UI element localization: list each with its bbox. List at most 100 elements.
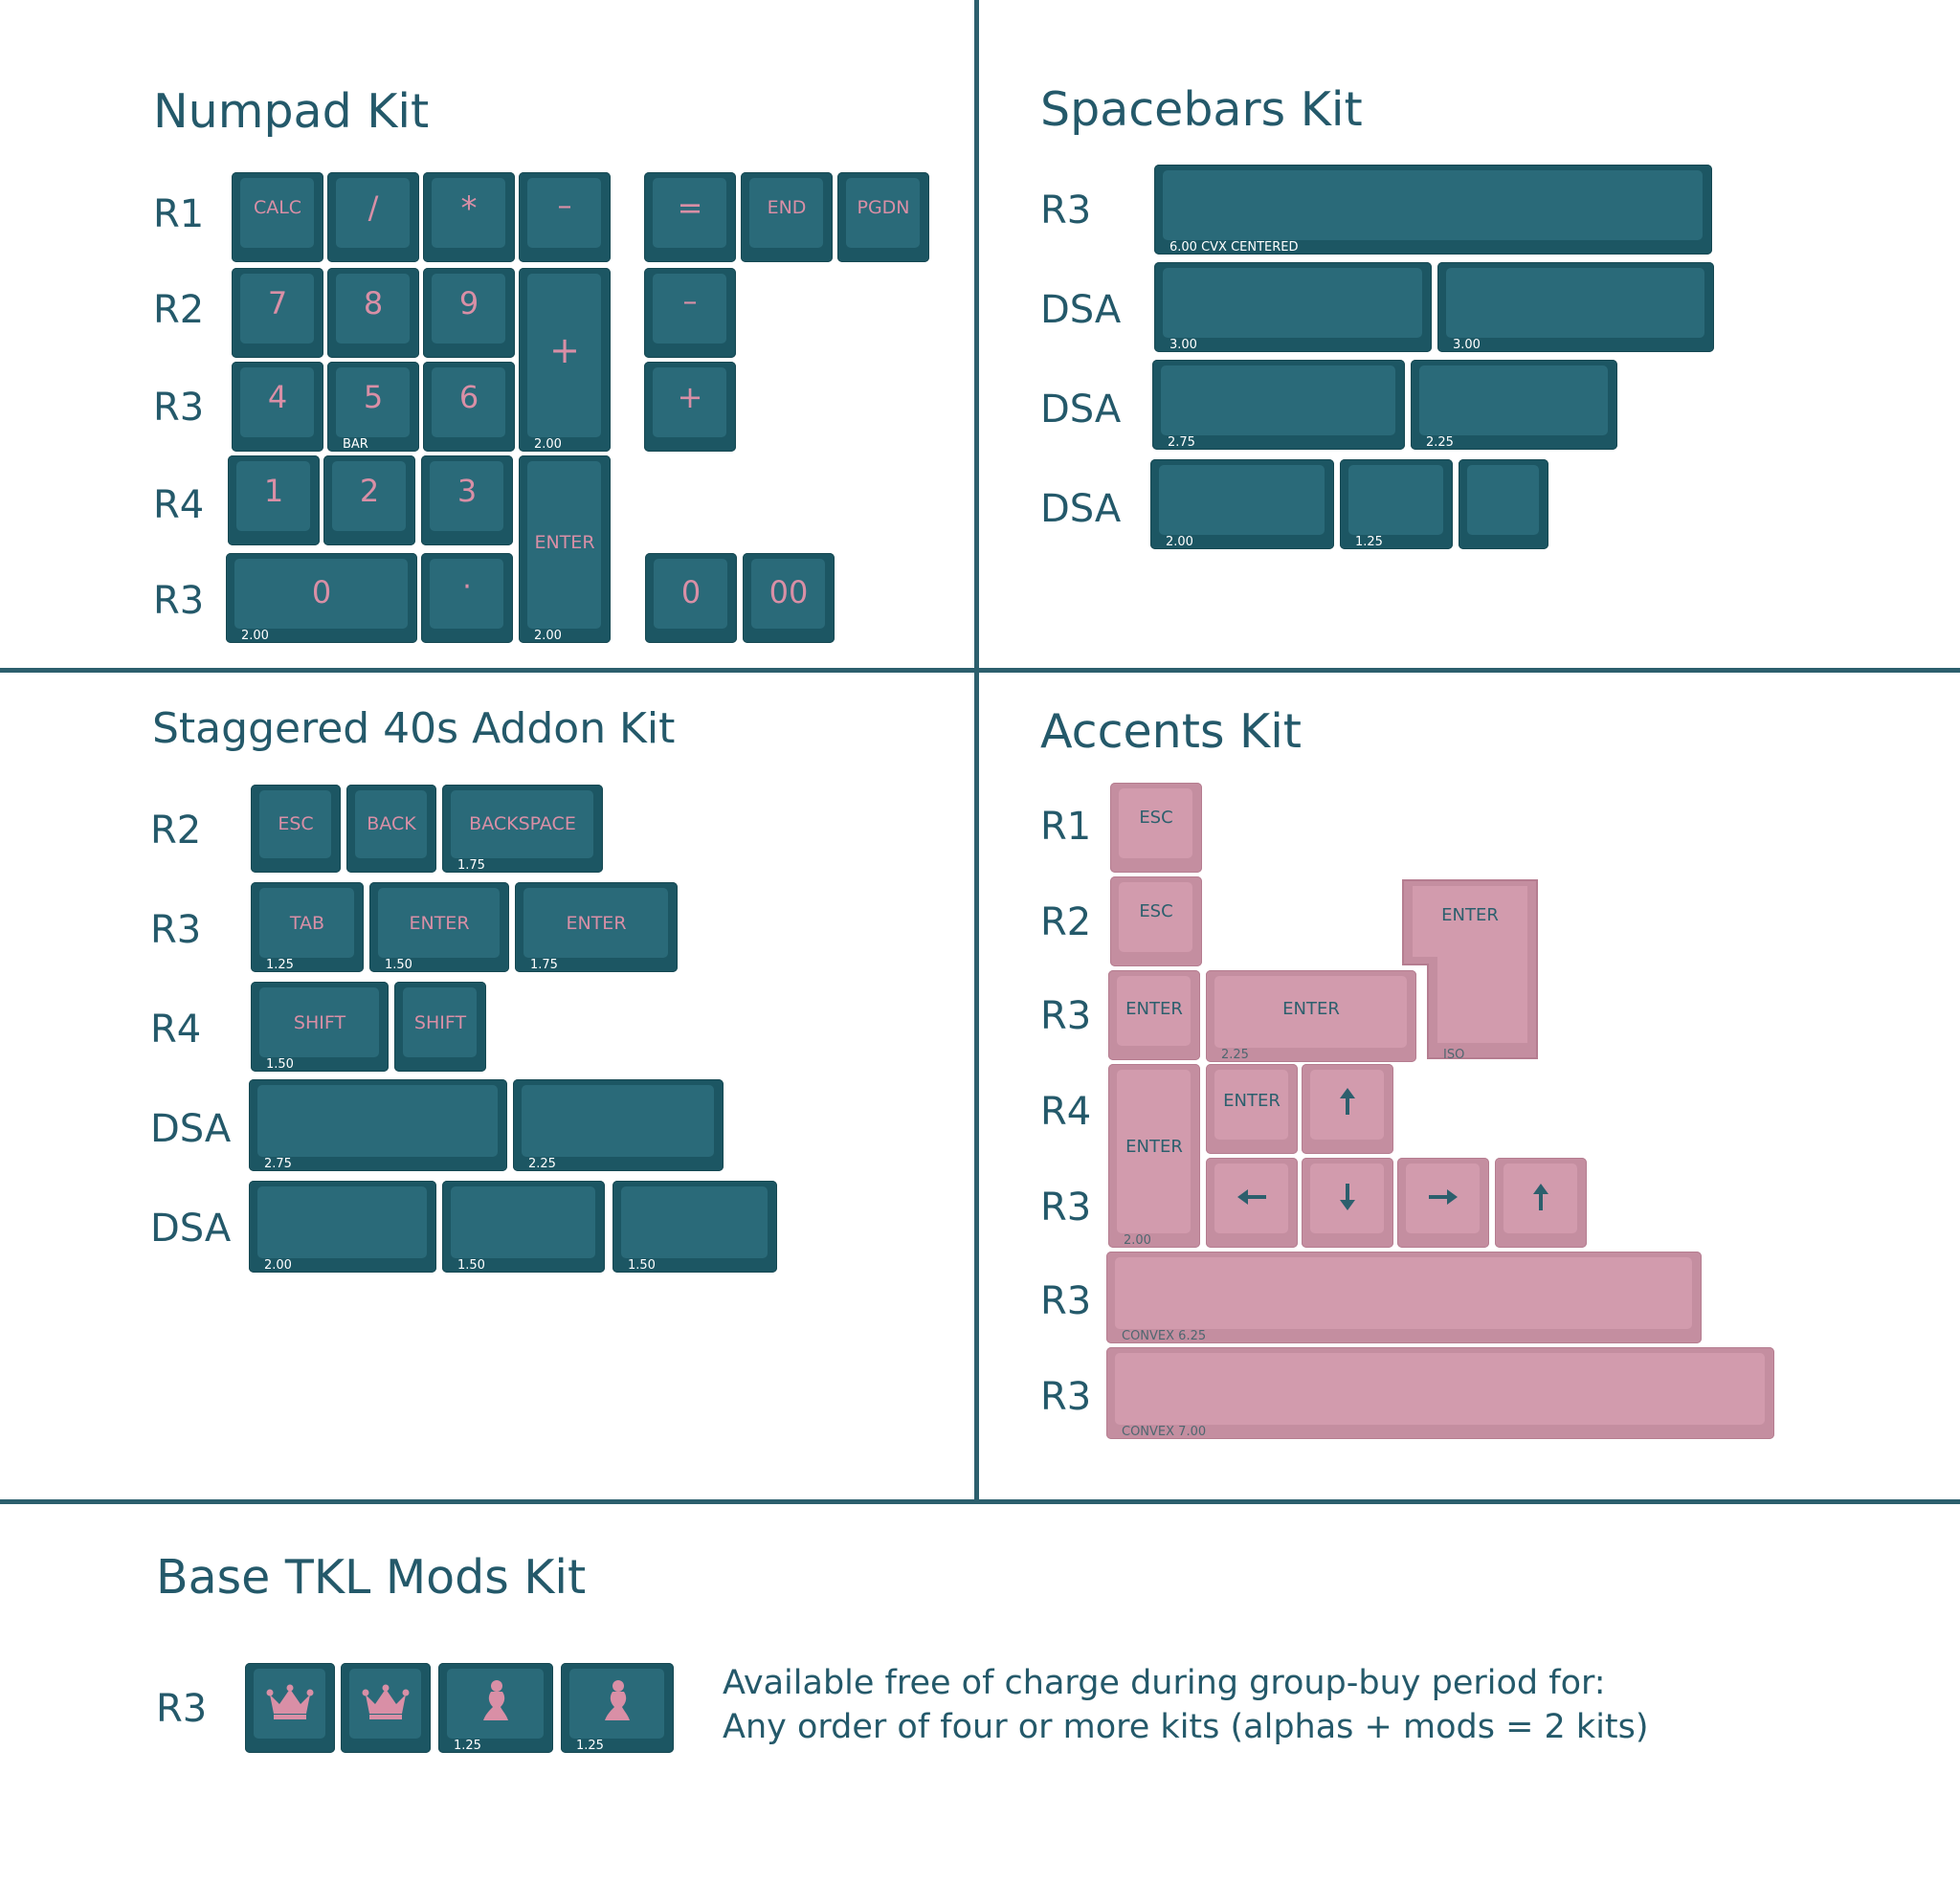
keycap-enter-150: ENTER 1.50 — [369, 882, 509, 972]
keycap-equals: = — [644, 172, 736, 262]
row-label: R1 — [1040, 805, 1092, 849]
row-label: R3 — [1040, 188, 1092, 233]
keycap-asterisk: * — [423, 172, 515, 262]
keycap-minus-2: – — [644, 268, 736, 358]
keycap-crown-1 — [245, 1663, 335, 1753]
keycap-back: BACK — [346, 785, 436, 873]
row-label: R2 — [153, 288, 205, 332]
row-label: R3 — [153, 579, 205, 623]
spacebar-200: 2.00 — [1150, 459, 1334, 549]
keycap-pgdn: PGDN — [837, 172, 929, 262]
keycap-esc: ESC — [251, 785, 341, 873]
vertical-divider — [974, 0, 979, 1504]
keycap-3: 3 — [421, 455, 513, 545]
row-label: R3 — [153, 386, 205, 430]
accent-esc-r1: ESC — [1110, 783, 1202, 873]
horizontal-divider-bottom — [0, 1499, 1960, 1504]
keycap-enter-numpad: ENTER 2.00 — [519, 455, 611, 643]
keycap-5: 5 BAR — [327, 362, 419, 452]
keycap-end: END — [741, 172, 833, 262]
accent-enter-225: ENTER 2.25 — [1206, 970, 1416, 1062]
keycap-tab: TAB 1.25 — [251, 882, 364, 972]
keycap-4: 4 — [232, 362, 323, 452]
row-label: R2 — [150, 809, 202, 853]
accent-enter-r3: ENTER — [1108, 970, 1200, 1060]
mermaid-icon — [605, 1680, 630, 1720]
spacebar-300-a: 3.00 — [1154, 262, 1432, 352]
arrow-up-icon — [1533, 1184, 1548, 1210]
keycap-6: 6 — [423, 362, 515, 452]
dsa-275: 2.75 — [249, 1079, 507, 1171]
row-label: DSA — [150, 1107, 232, 1151]
iso-enter-shape — [1402, 879, 1538, 1059]
keycap-8: 8 — [327, 268, 419, 358]
row-label: R3 — [1040, 1186, 1092, 1230]
keycap-slash: / — [327, 172, 419, 262]
dsa-200: 2.00 — [249, 1181, 436, 1273]
keycap-00: 00 — [743, 553, 835, 643]
row-label: DSA — [1040, 288, 1122, 332]
accent-enter-r4: ENTER — [1206, 1064, 1298, 1154]
staggered-kit-title: Staggered 40s Addon Kit — [152, 704, 676, 753]
keycap-crown-2 — [341, 1663, 431, 1753]
accent-arrow-down — [1302, 1158, 1393, 1248]
row-label: R3 — [156, 1687, 208, 1731]
accent-enter-iso: ENTER ISO — [1399, 876, 1541, 1062]
row-label: DSA — [1040, 388, 1122, 432]
spacebars-kit-title: Spacebars Kit — [1040, 82, 1363, 137]
spacebar-225: 2.25 — [1411, 360, 1617, 450]
keycap-9: 9 — [423, 268, 515, 358]
row-label: DSA — [1040, 487, 1122, 531]
accent-arrow-up-r3 — [1495, 1158, 1587, 1248]
keycap-0-wide: 0 2.00 — [226, 553, 417, 643]
arrow-right-icon — [1429, 1189, 1458, 1205]
keycap-mermaid-1: 1.25 — [438, 1663, 553, 1753]
keycap-plus-2: + — [644, 362, 736, 452]
dsa-150-a: 1.50 — [442, 1181, 605, 1273]
free-kit-note-line1: Available free of charge during group-bu… — [723, 1664, 1606, 1702]
dsa-225: 2.25 — [513, 1079, 724, 1171]
free-kit-note-line2: Any order of four or more kits (alphas +… — [723, 1708, 1649, 1746]
accent-arrow-up-r4 — [1302, 1064, 1393, 1154]
keycap-1: 1 — [228, 455, 320, 545]
crown-icon — [362, 1684, 410, 1719]
spacebar-300-b: 3.00 — [1437, 262, 1714, 352]
base-tkl-kit-title: Base TKL Mods Kit — [156, 1550, 587, 1605]
keycap-mermaid-2: 1.25 — [561, 1663, 674, 1753]
keycap-2: 2 — [323, 455, 415, 545]
accent-enter-tall: ENTER 2.00 — [1108, 1064, 1200, 1248]
row-label: R2 — [1040, 900, 1092, 944]
crown-icon — [266, 1684, 314, 1719]
accent-convex-700: CONVEX 7.00 — [1106, 1347, 1774, 1439]
spacebar-125: 1.25 — [1340, 459, 1453, 549]
accents-kit-title: Accents Kit — [1040, 704, 1303, 759]
row-label: R4 — [153, 483, 205, 527]
keycap-7: 7 — [232, 268, 323, 358]
row-label: R4 — [150, 1008, 202, 1052]
keycap-enter-175: ENTER 1.75 — [515, 882, 678, 972]
arrow-up-icon — [1340, 1088, 1355, 1115]
accent-esc-r2: ESC — [1110, 876, 1202, 966]
keycap-minus: – — [519, 172, 611, 262]
spacebar-100 — [1459, 459, 1548, 549]
row-label: R3 — [150, 908, 202, 952]
spacebar-600: 6.00 CVX CENTERED — [1154, 165, 1712, 255]
keycap-backspace: BACKSPACE 1.75 — [442, 785, 603, 873]
spacebar-275: 2.75 — [1152, 360, 1405, 450]
row-label: R3 — [1040, 1279, 1092, 1323]
keycap-shift: SHIFT — [394, 982, 486, 1072]
keycap-calc: CALC — [232, 172, 323, 262]
row-label: DSA — [150, 1207, 232, 1251]
arrow-left-icon — [1237, 1189, 1266, 1205]
accent-convex-625: CONVEX 6.25 — [1106, 1252, 1702, 1343]
dsa-150-b: 1.50 — [612, 1181, 777, 1273]
horizontal-divider-top — [0, 668, 1960, 673]
keycap-0: 0 — [645, 553, 737, 643]
keycap-plus-tall: +2.00 — [519, 268, 611, 452]
row-label: R4 — [1040, 1090, 1092, 1134]
row-label: R3 — [1040, 1375, 1092, 1419]
mermaid-icon — [483, 1680, 508, 1720]
row-label: R3 — [1040, 994, 1092, 1038]
arrow-down-icon — [1340, 1184, 1355, 1210]
row-label: R1 — [153, 192, 205, 236]
